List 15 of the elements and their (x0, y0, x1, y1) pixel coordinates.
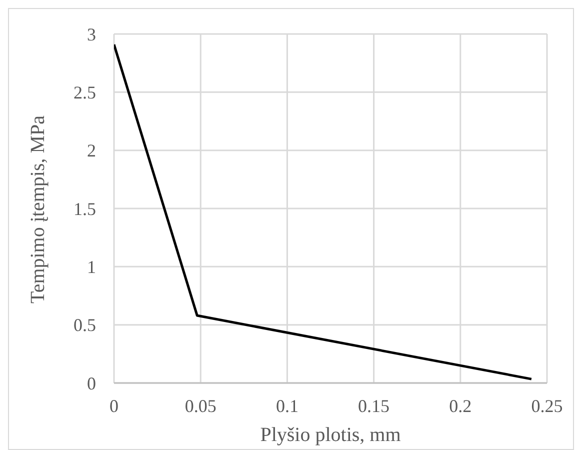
y-tick-label: 0.5 (74, 315, 96, 336)
y-tick-label: 2 (87, 140, 96, 161)
y-tick-label: 1.5 (74, 198, 96, 219)
x-tick-label: 0.2 (449, 396, 472, 416)
x-tick-label: 0.15 (358, 396, 390, 416)
x-tick-label: 0.05 (184, 396, 216, 416)
y-tick-label: 2.5 (74, 82, 96, 103)
x-tick-label: 0.25 (531, 396, 563, 416)
x-tick-label: 0 (110, 396, 118, 416)
x-tick-label: 0.1 (276, 396, 298, 416)
y-tick-label: 0 (87, 373, 96, 394)
x-axis-title: Plyšio plotis, mm (260, 424, 402, 446)
y-tick-label: 3 (87, 24, 96, 44)
y-axis-title: Tempimo įtempis, MPa (27, 115, 50, 304)
y-tick-label: 1 (87, 257, 96, 278)
